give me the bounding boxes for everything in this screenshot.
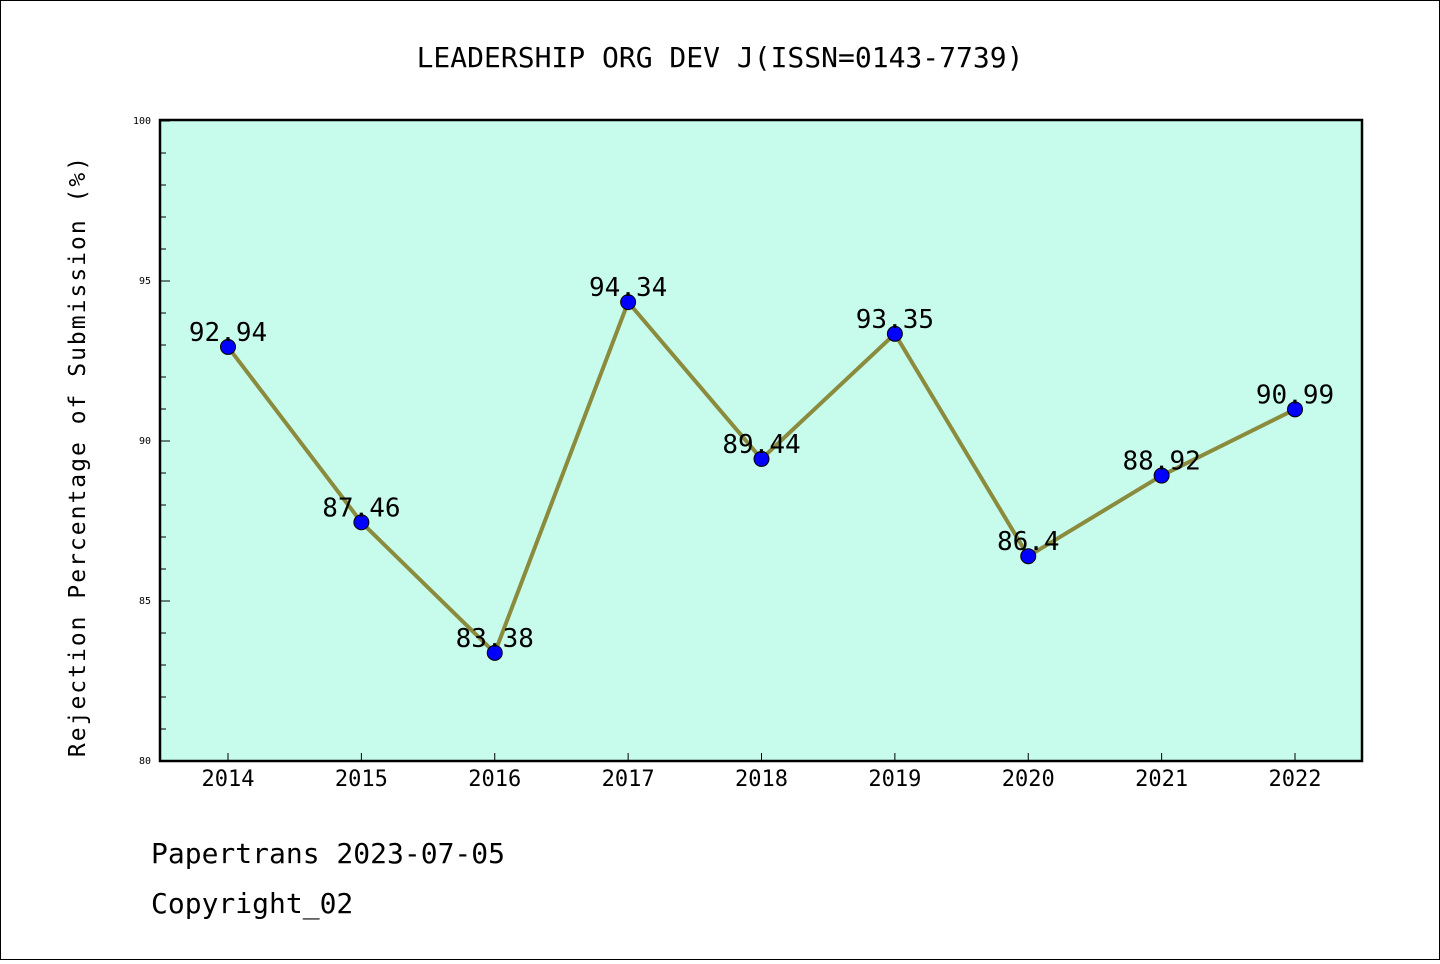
x-tick-label: 2019: [868, 767, 921, 792]
x-tick-label: 2021: [1135, 767, 1188, 792]
data-point: [886, 325, 903, 342]
data-point: [753, 450, 770, 467]
data-label: 83.38: [456, 624, 534, 654]
data-label: 88.92: [1122, 447, 1200, 477]
data-label: 93.35: [856, 305, 934, 335]
x-tick-label: 2020: [1002, 767, 1055, 792]
data-label: 87.46: [322, 493, 400, 523]
data-label: 90.99: [1256, 380, 1334, 410]
footer-copyright-line: Copyright_02: [151, 887, 354, 920]
data-point: [353, 514, 370, 531]
data-point: [1287, 401, 1303, 418]
x-tick-label: 2016: [468, 767, 521, 792]
y-tick-label: 95: [139, 276, 151, 287]
y-axis-label: Rejection Percentage of Submission (%): [65, 155, 91, 757]
x-tick-label: 2018: [735, 767, 788, 792]
data-point: [1153, 467, 1170, 484]
chart-title: LEADERSHIP ORG DEV J(ISSN=0143-7739): [417, 41, 1024, 74]
data-point: [1020, 548, 1037, 565]
data-label: 89.44: [722, 430, 800, 460]
data-label: 94.34: [589, 273, 667, 303]
x-tick-label: 2014: [202, 767, 255, 792]
x-tick-label: 2015: [335, 767, 388, 792]
y-tick-label: 85: [139, 596, 151, 607]
x-tick-label: 2022: [1269, 767, 1322, 792]
y-tick-label: 80: [139, 756, 151, 767]
data-label: 92.94: [189, 318, 267, 348]
data-point: [220, 338, 236, 355]
x-tick-label: 2017: [602, 767, 655, 792]
plot-area: [158, 118, 1364, 763]
data-point: [620, 294, 637, 311]
y-tick-label: 100: [133, 116, 151, 127]
y-tick-label: 90: [139, 436, 151, 447]
data-point: [486, 644, 503, 661]
data-label: 86.4: [997, 527, 1060, 557]
footer-date-line: Papertrans 2023-07-05: [151, 837, 506, 870]
